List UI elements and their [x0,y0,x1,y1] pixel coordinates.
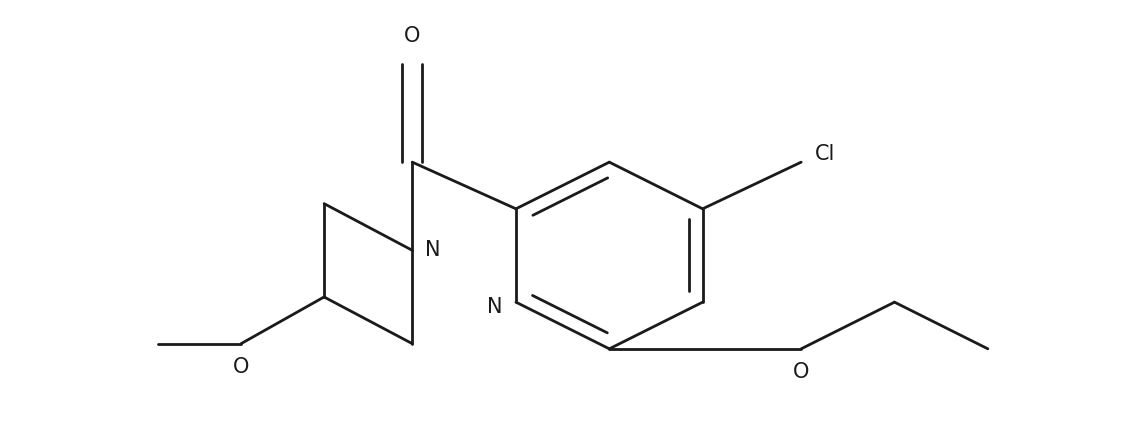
Text: O: O [233,357,250,377]
Text: N: N [487,297,502,317]
Text: O: O [793,363,809,382]
Text: Cl: Cl [815,144,835,164]
Text: N: N [425,240,440,260]
Text: O: O [405,26,421,46]
